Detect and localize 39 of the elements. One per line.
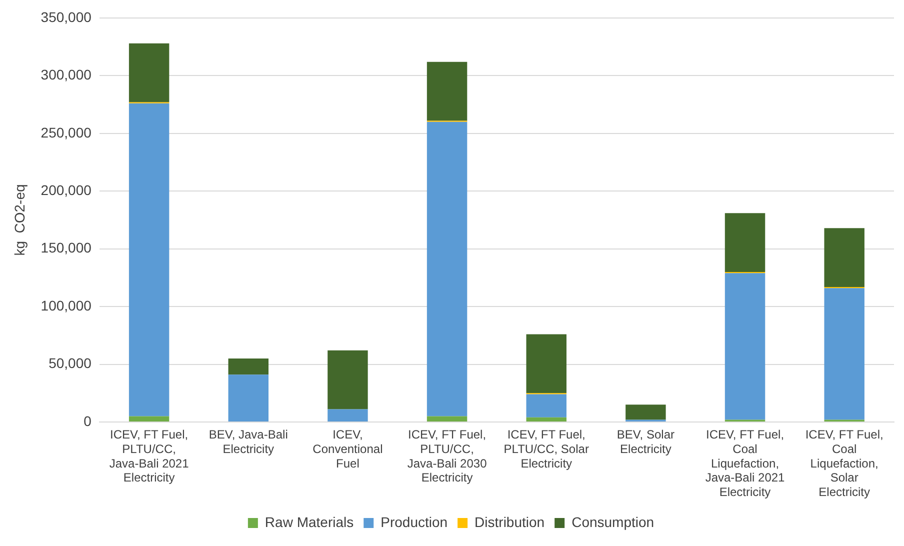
x-tick-label: BEV, Solar Electricity xyxy=(616,428,674,456)
legend-label: Raw Materials xyxy=(264,514,354,530)
bar xyxy=(426,62,468,121)
bar xyxy=(128,43,170,102)
y-tick-label: 300,000 xyxy=(40,66,92,83)
legend-label: Distribution xyxy=(474,514,545,530)
bar xyxy=(328,409,368,422)
bar xyxy=(724,213,766,272)
y-tick-label: 100,000 xyxy=(40,297,92,314)
bar xyxy=(824,228,864,287)
bar xyxy=(228,374,269,422)
y-tick-label: 50,000 xyxy=(48,355,92,372)
bar xyxy=(724,273,766,420)
bar xyxy=(824,288,864,420)
x-tick-label: ICEV, FT Fuel, Coal Liquefaction, Solar Electricity xyxy=(805,428,884,500)
bar xyxy=(526,394,566,418)
bar xyxy=(128,103,170,416)
bar xyxy=(328,350,368,410)
y-tick-label: 200,000 xyxy=(40,182,92,198)
y-tick-label: 250,000 xyxy=(40,124,92,140)
y-tick-label: 350,000 xyxy=(40,8,92,25)
bar xyxy=(228,358,269,375)
bar xyxy=(626,404,666,420)
bar xyxy=(526,417,566,422)
x-tick-label: ICEV, FT Fuel, PLTU/CC, Java-Bali 2030 Electricity xyxy=(407,428,488,485)
x-tick-label: ICEV, FT Fuel, Coal Liquefaction, Java-Bali 2021 Electricity xyxy=(705,428,786,500)
x-tick-label: BEV, Java-Bali Electricity xyxy=(208,428,288,456)
bar xyxy=(128,416,170,422)
bar xyxy=(426,416,468,422)
bar xyxy=(426,122,468,416)
legend-label: Production xyxy=(380,514,448,530)
y-tick-label: 0 xyxy=(84,412,92,429)
y-tick-label: 150,000 xyxy=(40,240,92,256)
x-tick-label: ICEV, FT Fuel, PLTU/CC, Java-Bali 2021 Electricity xyxy=(109,428,190,485)
y-axis-title: kg CO2-eq xyxy=(11,184,28,256)
legend-label: Consumption xyxy=(572,514,654,530)
x-tick-label: ICEV, Conventional Fuel xyxy=(312,428,383,470)
x-tick-label: ICEV, FT Fuel, PLTU/CC, Solar Electricity xyxy=(504,428,589,470)
bar xyxy=(526,334,566,394)
